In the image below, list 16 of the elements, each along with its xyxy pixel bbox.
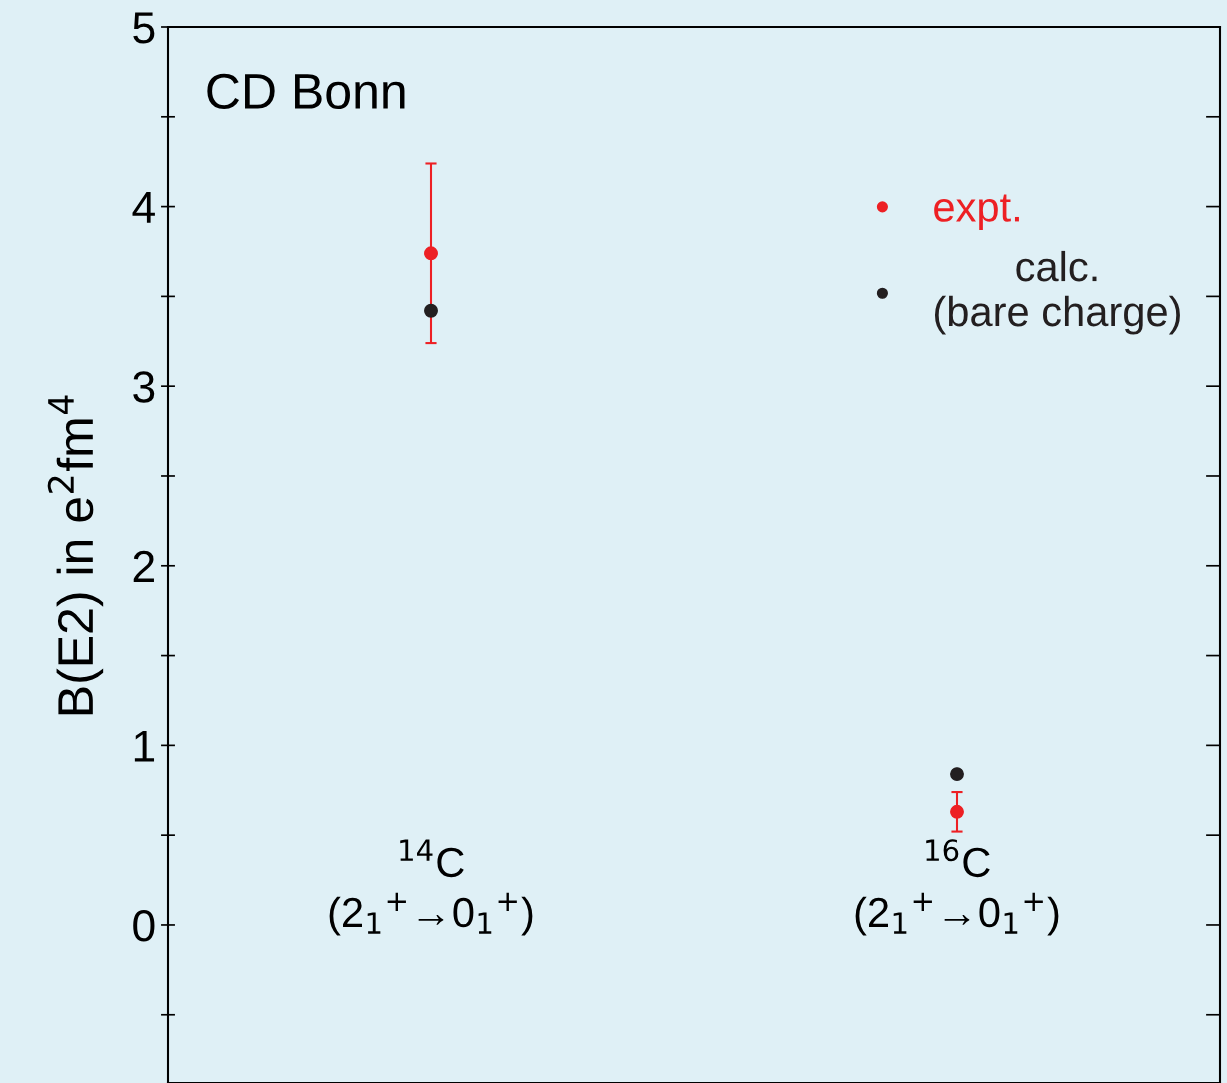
point [950,767,964,782]
point [424,246,438,261]
annotation: CD Bonn [207,73,405,110]
category-label: $^{16}$C (2$_{1}$$^{+}$→0$_{1}$$^{+}$) [855,839,1059,936]
legend-label: expt. [934,194,1019,231]
y-tick-label: 2 [133,550,154,582]
y-tick-label: 5 [133,12,155,44]
y-tick-label: 4 [132,192,155,223]
y-tick-label: 3 [133,371,155,403]
text: calc. (bare charge) [934,250,1180,335]
y-axis-title: B(E2) in e$^{2}$fm$^{4}$ [47,395,104,715]
point [950,804,964,819]
point [424,303,438,318]
category-label: $^{14}$C (2$_{1}$$^{+}$→0$_{1}$$^{+}$) [329,839,533,936]
y-tick-label: 0 [133,910,155,942]
y-tick-label: 1 [134,730,155,762]
